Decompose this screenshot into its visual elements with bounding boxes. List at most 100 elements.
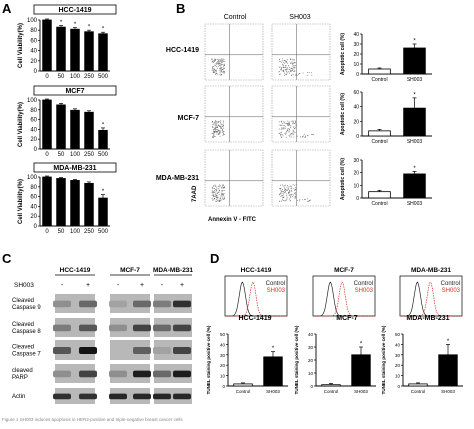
x-tick-label: 250 <box>84 74 95 80</box>
western-band <box>79 393 97 400</box>
flow-event-dot <box>219 70 221 72</box>
flow-event-dot <box>280 190 282 192</box>
histogram-curve-control <box>313 281 375 317</box>
flow-event-dot <box>284 126 286 128</box>
x-tick-label: 250 <box>84 229 95 235</box>
tunel-histograms: HCC-1419ControlSH003MCF-7ControlSH003MDA… <box>224 267 463 317</box>
flow-event-dot <box>285 69 287 71</box>
flow-event-dot <box>293 120 295 122</box>
flow-col-label-control: Control <box>224 14 247 21</box>
flow-event-dot <box>216 122 218 124</box>
figure-caption: Figure 1 SH003 induces apoptosis in HER2… <box>2 417 183 422</box>
western-row-label: Cleaved <box>12 322 34 328</box>
flow-event-dot <box>213 121 215 123</box>
flow-event-dot <box>281 134 283 136</box>
bar <box>403 173 426 199</box>
flow-event-dot <box>219 185 221 187</box>
flow-event-dot <box>289 58 291 60</box>
flow-event-dot <box>288 192 290 194</box>
flow-event-dot <box>282 123 284 124</box>
flow-event-dot <box>215 188 217 190</box>
flow-event-dot <box>281 124 283 126</box>
flow-event-dot <box>211 58 213 60</box>
significance-mark: * <box>413 92 416 98</box>
flow-event-dot <box>281 120 283 122</box>
significance-mark: * <box>360 342 363 348</box>
y-tick-label: 0 <box>34 69 38 75</box>
y-axis-label: Apoptotic cell (%) <box>340 158 346 201</box>
flow-event-dot <box>220 190 222 192</box>
flow-event-dot <box>220 127 222 129</box>
flow-event-dot <box>293 63 295 64</box>
flow-event-dot <box>223 189 225 191</box>
western-band <box>53 393 71 400</box>
western-band <box>153 393 171 400</box>
flow-event-dot <box>293 192 295 194</box>
flow-event-dot <box>223 125 224 127</box>
flow-event-dot <box>282 198 284 200</box>
western-treatment-mark: - <box>61 282 64 289</box>
flow-event-dot <box>289 128 291 130</box>
flow-event-dot <box>217 121 219 123</box>
flow-event-dot <box>290 194 292 196</box>
y-tick-label: 60 <box>30 38 37 44</box>
flow-event-dot <box>212 67 213 69</box>
flow-event-dot <box>212 136 213 138</box>
flow-event-dot <box>292 69 294 70</box>
flow-event-dot <box>214 126 216 128</box>
flow-event-dot <box>213 191 215 193</box>
flow-event-dot <box>291 194 292 196</box>
flow-event-dot <box>280 133 282 135</box>
x-tick-label: 50 <box>58 152 65 158</box>
flow-event-dot <box>212 68 214 70</box>
y-tick-label: 40 <box>353 32 359 38</box>
flow-event-dot <box>220 194 222 196</box>
flow-event-dot <box>214 196 216 198</box>
y-axis-label: TUNEL staining positive cell (%) <box>381 325 386 394</box>
flow-event-dot <box>280 195 282 197</box>
flow-event-dot <box>294 196 296 198</box>
bar <box>70 28 80 72</box>
flow-event-dot <box>214 58 216 60</box>
flow-event-dot <box>220 197 221 199</box>
significance-mark: * <box>102 122 105 128</box>
flow-event-dot <box>279 67 281 68</box>
flow-event-dot <box>216 72 218 74</box>
x-tick-label: SH003 <box>266 389 280 394</box>
flow-event-dot <box>294 131 296 133</box>
flow-event-dot <box>219 65 221 67</box>
flow-event-dot <box>289 191 291 193</box>
flow-event-dot <box>288 69 290 71</box>
flow-event-dot <box>212 121 214 122</box>
flow-event-dot <box>215 123 217 125</box>
histogram-curve-control <box>400 281 462 317</box>
flow-event-dot <box>292 129 294 131</box>
flow-event-dot <box>285 73 287 75</box>
flow-event-dot <box>300 136 301 138</box>
flow-event-dot <box>216 194 218 196</box>
flow-event-dot <box>295 192 297 194</box>
flow-event-dot <box>280 184 281 186</box>
flow-event-dot <box>219 200 220 202</box>
flow-event-dot <box>218 185 219 187</box>
flow-event-dot <box>215 190 217 192</box>
histogram-legend-control: Control <box>441 281 460 287</box>
flow-event-dot <box>216 62 218 64</box>
flow-event-dot <box>223 67 225 69</box>
flow-event-dot <box>211 68 213 70</box>
western-band <box>53 324 71 332</box>
flow-event-dot <box>218 62 220 64</box>
flow-event-dot <box>216 71 217 73</box>
flow-event-dot <box>224 186 226 188</box>
flow-event-dot <box>214 63 216 65</box>
flow-event-dot <box>294 185 296 187</box>
flow-event-dot <box>284 124 286 126</box>
flow-event-dot <box>220 196 222 198</box>
flow-event-dot <box>218 121 220 123</box>
flow-event-dot <box>283 127 285 129</box>
y-tick-label: 10 <box>395 374 401 379</box>
western-treatment-label: SH003 <box>14 282 34 289</box>
flow-event-dot <box>222 185 224 187</box>
flow-event-dot <box>284 127 286 129</box>
flow-event-dot <box>282 124 284 126</box>
